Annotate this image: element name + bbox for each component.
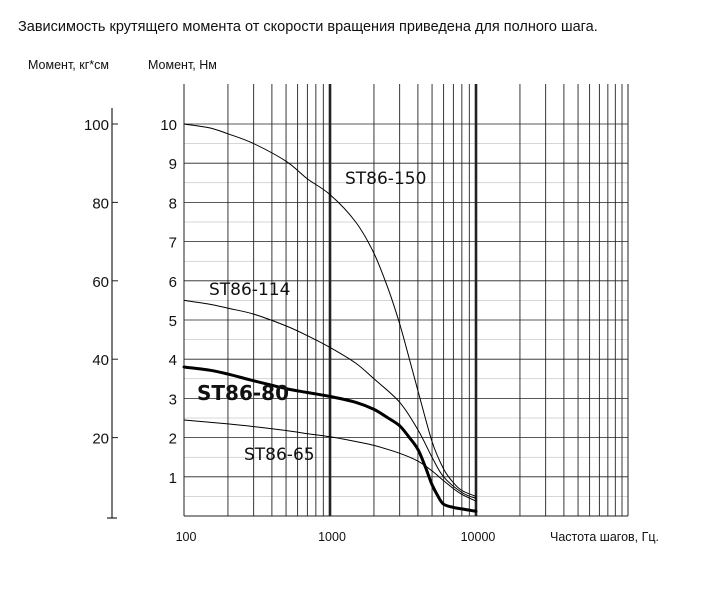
y-tick-label: 2	[169, 431, 177, 448]
y2-tick-label: 40	[92, 352, 109, 369]
y2-axis-title: Момент, кг*см	[28, 58, 109, 72]
series-labels: ST86-150 ST86-114 ST86-80 ST86-65	[197, 169, 426, 465]
y-tick-label: 4	[169, 352, 177, 369]
y-tick-label: 1	[169, 470, 177, 487]
grid	[183, 84, 629, 517]
x-axis-title: Частота шагов, Гц.	[550, 530, 659, 544]
y-tick-label: 3	[169, 391, 177, 408]
y-axis-title: Момент, Нм	[148, 58, 217, 72]
chart-caption: Зависимость крутящего момента от скорост…	[18, 19, 598, 35]
y-tick-label: 5	[169, 313, 177, 330]
y2-tick-label: 60	[92, 274, 109, 291]
series-label-st86-80: ST86-80	[197, 381, 289, 405]
x-tick-label: 100	[176, 530, 197, 544]
series-label-st86-150: ST86-150	[345, 169, 426, 189]
y-tick-label: 7	[169, 235, 177, 252]
curve-st86-80	[182, 365, 478, 513]
torque-curves	[182, 123, 478, 513]
y-tick-label: 10	[160, 117, 177, 134]
x-tick-label: 10000	[461, 530, 496, 544]
x-tick-label: 1000	[318, 530, 346, 544]
curve-st86-150	[183, 123, 477, 497]
y2-tick-label: 20	[92, 431, 109, 448]
axes: Момент, кг*см Момент, Нм Частота шагов, …	[28, 58, 659, 544]
y-tick-label: 6	[169, 274, 177, 291]
series-label-st86-65: ST86-65	[244, 445, 315, 465]
series-label-st86-114: ST86-114	[209, 280, 290, 300]
y-tick-label: 9	[169, 156, 177, 173]
curve-st86-65	[183, 419, 477, 502]
y2-tick-label: 80	[92, 195, 109, 212]
y2-tick-label: 100	[84, 117, 109, 134]
curve-st86-114	[183, 299, 477, 499]
y-tick-label: 8	[169, 195, 177, 212]
